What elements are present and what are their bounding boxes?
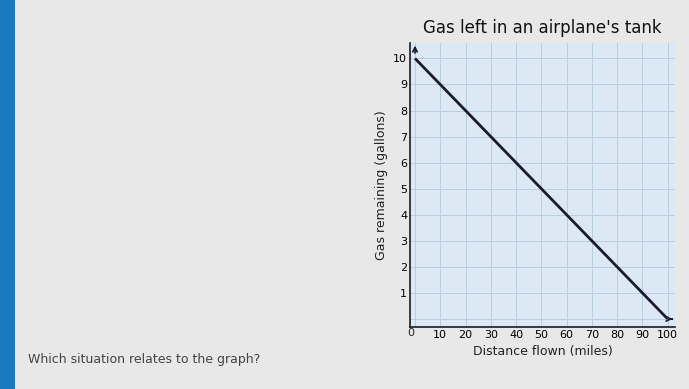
Y-axis label: Gas remaining (gallons): Gas remaining (gallons) — [375, 110, 388, 259]
X-axis label: Distance flown (miles): Distance flown (miles) — [473, 345, 613, 358]
Title: Gas left in an airplane's tank: Gas left in an airplane's tank — [423, 19, 662, 37]
Text: 0: 0 — [408, 328, 415, 338]
Text: Which situation relates to the graph?: Which situation relates to the graph? — [28, 353, 260, 366]
